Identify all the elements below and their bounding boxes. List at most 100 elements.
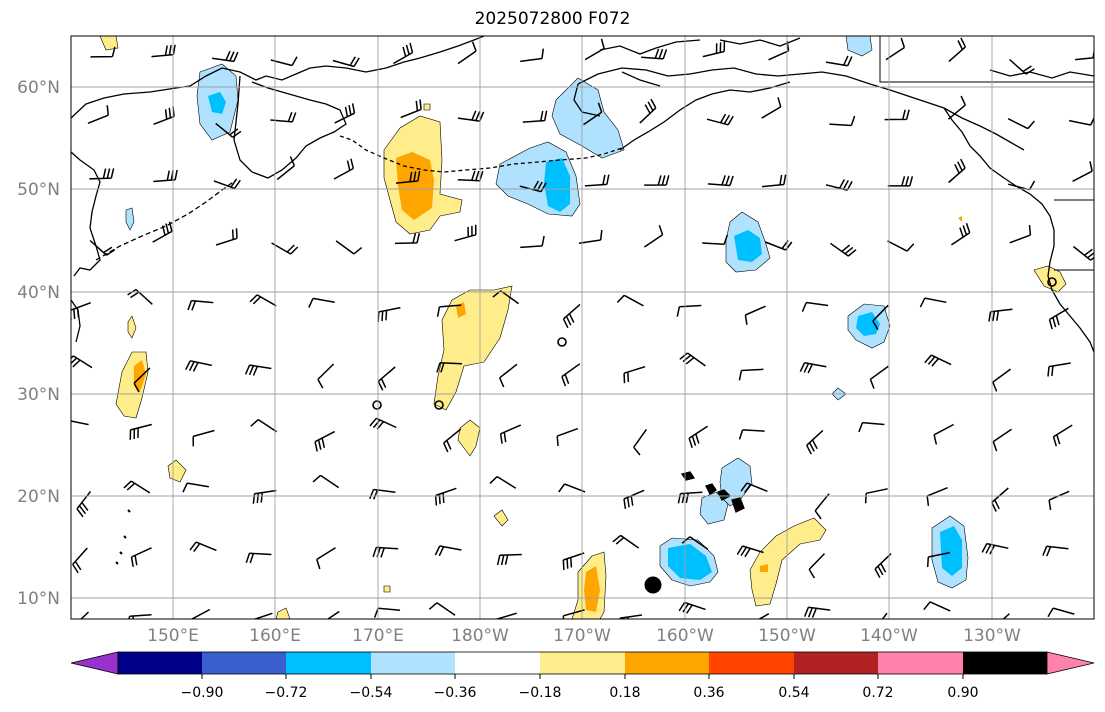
wind-barb: [740, 482, 768, 494]
wind-barb: [1072, 245, 1094, 261]
wind-barb: [825, 55, 853, 67]
map-content: [71, 36, 1094, 619]
wind-barb: [443, 428, 462, 453]
gridlines: [71, 36, 1094, 619]
wind-barb: [71, 355, 93, 369]
field-shading: [99, 36, 1067, 619]
wind-barb: [123, 480, 151, 494]
wind-barb: [326, 610, 340, 619]
wind-barb: [681, 536, 709, 550]
wind-barb: [128, 613, 152, 619]
wind-barb: [333, 158, 355, 180]
wind-barb: [561, 363, 581, 387]
wind-barb: [377, 366, 396, 391]
wind-barb: [829, 115, 856, 127]
wind-barb: [317, 363, 335, 389]
wind-barb: [761, 174, 787, 188]
wind-barb: [270, 111, 297, 123]
wind-barb: [499, 363, 518, 388]
wind-barb: [872, 304, 889, 330]
wind-barb: [213, 178, 241, 190]
wind-barb: [245, 552, 272, 564]
wind-barb: [923, 601, 951, 612]
colorbar-cell: [540, 652, 625, 674]
wind-barb: [129, 423, 152, 440]
wind-barb: [583, 102, 603, 126]
wind-barb: [562, 303, 581, 329]
wind-barb: [924, 354, 952, 367]
wind-barb: [215, 228, 238, 246]
colorbar-cell: [202, 652, 286, 674]
wind-barb: [644, 175, 670, 186]
wind-barb: [369, 488, 396, 500]
wind-barb: [130, 547, 152, 568]
wind-barb: [1048, 307, 1069, 330]
wind-barb: [377, 306, 401, 322]
wind-barb: [562, 552, 585, 571]
wind-barb: [434, 545, 462, 557]
colorbar-labels: −0.90 −0.72 −0.54 −0.36 −0.18 0.18 0.36 …: [181, 685, 979, 701]
wind-barb: [332, 56, 360, 68]
colorbar-cell: [625, 652, 709, 674]
wind-barb: [584, 174, 610, 187]
wind-barb: [373, 607, 401, 618]
lon-label-170e: 170°E: [352, 626, 404, 646]
wind-barb: [1009, 225, 1032, 244]
wind-barb: [520, 235, 545, 249]
wind-barb: [428, 602, 456, 616]
lat-label-30n: 30°N: [17, 385, 60, 405]
wind-barb: [89, 168, 115, 180]
wind-barb: [616, 294, 644, 307]
wind-barb: [643, 224, 664, 248]
wind-barb: [761, 97, 782, 119]
wind-barb: [887, 240, 915, 252]
wind-barb: [1072, 161, 1093, 182]
wind-barb: [738, 429, 765, 440]
wind-barb: [738, 368, 764, 381]
wind-barb: [276, 156, 296, 181]
wind-barb: [803, 606, 831, 618]
wind-barb: [887, 176, 914, 187]
wind-barb: [252, 489, 277, 504]
wind-barb: [678, 601, 706, 614]
colorbar-label: −0.54: [350, 685, 393, 701]
wind-barb: [881, 612, 888, 619]
wind-barb: [808, 553, 826, 579]
wind-barb: [1047, 362, 1071, 377]
wind-barb: [677, 491, 703, 504]
lon-label-170w: 170°W: [553, 626, 611, 646]
wind-barb: [395, 170, 421, 184]
wind-barb: [679, 352, 706, 367]
lat-label-50n: 50°N: [17, 180, 60, 200]
wind-barb: [933, 423, 954, 445]
lon-label-140w: 140°W: [860, 626, 918, 646]
wind-barb: [641, 48, 668, 60]
wind-barb: [981, 542, 1009, 555]
lon-label-160e: 160°E: [249, 626, 301, 646]
wind-barb: [556, 427, 579, 447]
wind-barb: [215, 122, 242, 138]
colorbar-cell: [963, 652, 1047, 674]
wind-barb: [192, 429, 215, 447]
wind-barb: [495, 612, 517, 619]
colorbar-label: −0.90: [181, 685, 224, 701]
wind-barb: [369, 417, 397, 430]
wind-barb: [988, 308, 1013, 322]
colorbar: −0.90 −0.72 −0.54 −0.36 −0.18 0.18 0.36 …: [70, 651, 1095, 701]
wind-barb: [335, 240, 363, 255]
wind-barb: [190, 608, 211, 619]
wind-barb: [312, 474, 340, 489]
positive-anomaly-strong: [134, 152, 962, 612]
lon-label-180w: 180°W: [451, 626, 509, 646]
wind-barb: [457, 41, 477, 65]
wind-barb: [316, 547, 336, 570]
wind-barb: [736, 545, 764, 558]
colorbar-cell: [118, 652, 202, 674]
longitude-labels: 150°E 160°E 170°E 180°W 170°W 160°W 150°…: [147, 626, 1021, 646]
wind-barb: [72, 547, 88, 574]
lon-label-130w: 130°W: [963, 626, 1021, 646]
wind-barb: [454, 224, 477, 242]
wind-barb: [619, 614, 643, 619]
wind-barb: [991, 487, 1009, 512]
